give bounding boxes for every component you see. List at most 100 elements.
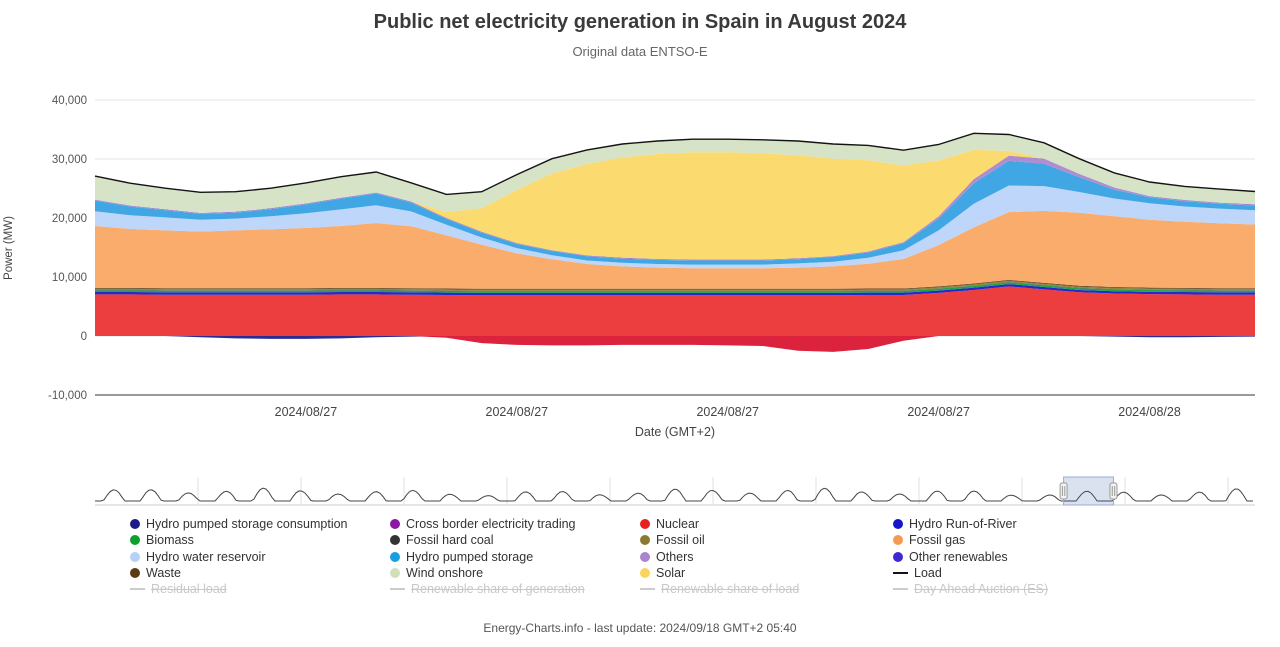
navigator-left-handle[interactable] — [1059, 482, 1068, 500]
legend-label: Biomass — [146, 533, 194, 548]
navigator-grid — [95, 477, 1255, 506]
load-line-group — [94, 132, 1256, 196]
legend-dot-icon — [640, 519, 650, 530]
load-line[interactable] — [94, 132, 1256, 196]
legend-label: Solar — [656, 566, 686, 581]
legend-label: Residual load — [151, 582, 227, 597]
legend-item-others[interactable]: Others — [640, 549, 893, 565]
legend-label: Hydro Run-of-River — [909, 517, 1017, 532]
legend-label: Cross border electricity trading — [406, 517, 576, 532]
legend-label: Nuclear — [656, 517, 700, 532]
navigator-strip[interactable] — [0, 474, 1280, 508]
navigator-right-handle[interactable] — [1109, 482, 1118, 500]
legend-item-load[interactable]: Load — [893, 565, 1143, 581]
legend-item-hydro-water-reservoir[interactable]: Hydro water reservoir — [130, 549, 390, 565]
legend-item-wind-onshore[interactable]: Wind onshore — [390, 565, 640, 581]
legend-line-icon — [640, 588, 655, 591]
series-area-nuclear[interactable] — [95, 286, 1255, 336]
legend-label: Load — [914, 566, 942, 581]
y-axis-title: Power (MW) — [3, 216, 15, 280]
legend-dot-icon — [640, 535, 650, 546]
legend-item-day-ahead-auction-es[interactable]: Day Ahead Auction (ES) — [893, 581, 1143, 597]
legend-label: Day Ahead Auction (ES) — [914, 582, 1049, 597]
legend-item-fossil-hard-coal[interactable]: Fossil hard coal — [390, 532, 640, 548]
legend-label: Fossil oil — [656, 533, 705, 548]
legend-line-icon — [893, 588, 908, 591]
legend-line-icon — [893, 572, 908, 575]
y-tick-label: 0 — [81, 331, 87, 343]
navigator-series-line — [95, 487, 1253, 502]
legend-item-other-renewables[interactable]: Other renewables — [893, 549, 1143, 565]
legend: Hydro pumped storage consumption Cross bo… — [130, 516, 1143, 597]
legend-label: Others — [656, 549, 694, 564]
legend-dot-icon — [390, 551, 400, 562]
x-tick-label: 2024/08/28 — [1118, 405, 1181, 419]
legend-label: Renewable share of load — [661, 582, 800, 597]
y-tick-label: 40,000 — [52, 95, 87, 107]
series-area-fossil-gas[interactable] — [95, 210, 1255, 289]
legend-dot-icon — [130, 551, 140, 562]
legend-item-residual-load[interactable]: Residual load — [130, 581, 390, 597]
legend-item-fossil-gas[interactable]: Fossil gas — [893, 532, 1143, 548]
legend-label: Renewable share of generation — [411, 582, 585, 597]
legend-dot-icon — [640, 551, 650, 562]
series-area-fossil-oil[interactable] — [95, 280, 1255, 291]
legend-item-renewable-share-of-load[interactable]: Renewable share of load — [640, 581, 893, 597]
navigator-line — [95, 487, 1253, 502]
legend-dot-icon — [893, 519, 903, 530]
legend-item-fossil-oil[interactable]: Fossil oil — [640, 532, 893, 548]
legend-item-biomass[interactable]: Biomass — [130, 532, 390, 548]
y-tick-label: 30,000 — [52, 154, 87, 166]
x-axis-tick-labels: 2024/08/27 2024/08/27 2024/08/27 2024/08/27… — [275, 405, 1181, 419]
navigator-selection-window[interactable] — [1063, 476, 1114, 506]
legend-label: Fossil gas — [909, 533, 966, 548]
series-area-biomass[interactable] — [95, 282, 1255, 293]
y-tick-label: -10,000 — [48, 390, 87, 402]
legend-dot-icon — [390, 519, 400, 530]
legend-dot-icon — [893, 535, 903, 546]
legend-dot-icon — [640, 568, 650, 579]
legend-dot-icon — [390, 535, 400, 546]
footer-credit: Energy-Charts.info - last update: 2024/0… — [483, 621, 797, 635]
legend-label: Hydro pumped storage — [406, 549, 534, 564]
main-chart-plot-area[interactable]: -10,000 0 10,000 20,000 30,000 40,000 2024/08… — [0, 82, 1280, 447]
legend-label: Fossil hard coal — [406, 533, 494, 548]
legend-label: Other renewables — [909, 549, 1008, 564]
page-title: Public net electricity generation in Spa… — [373, 11, 907, 33]
y-tick-label: 10,000 — [52, 272, 87, 284]
x-tick-label: 2024/08/27 — [486, 405, 549, 419]
legend-item-hydro-pumped-storage[interactable]: Hydro pumped storage — [390, 549, 640, 565]
legend-dot-icon — [390, 568, 400, 579]
legend-item-nuclear[interactable]: Nuclear — [640, 516, 893, 532]
series-area-hydro-run-of-river[interactable] — [95, 284, 1255, 296]
legend-item-hydro-run-of-river[interactable]: Hydro Run-of-River — [893, 516, 1143, 532]
legend-line-icon — [390, 588, 405, 591]
legend-label: Waste — [146, 566, 181, 581]
legend-item-waste[interactable]: Waste — [130, 565, 390, 581]
navigator-selection[interactable] — [1059, 476, 1118, 506]
legend-label: Wind onshore — [406, 566, 484, 581]
legend-item-solar[interactable]: Solar — [640, 565, 893, 581]
y-tick-label: 20,000 — [52, 213, 87, 225]
legend-dot-icon — [130, 519, 140, 530]
series-area-hydro-pumped-storage-consumption[interactable] — [95, 336, 1255, 339]
series-area-cross-border-electricity-trading[interactable] — [95, 336, 1255, 352]
legend-label: Hydro pumped storage consumption — [146, 517, 348, 532]
series-area-solar[interactable] — [95, 149, 1255, 260]
series-area-waste[interactable] — [95, 279, 1255, 290]
stacked-areas — [95, 133, 1255, 352]
x-tick-label: 2024/08/27 — [696, 405, 759, 419]
legend-dot-icon — [893, 551, 903, 562]
x-tick-label: 2024/08/27 — [275, 405, 338, 419]
legend-dot-icon — [130, 535, 140, 546]
series-area-wind-onshore[interactable] — [95, 133, 1255, 213]
legend-line-icon — [130, 588, 145, 591]
y-axis-tick-labels: -10,000 0 10,000 20,000 30,000 40,000 — [48, 95, 87, 402]
legend-dot-icon — [130, 568, 140, 579]
legend-item-hydro-pumped-storage-consumption[interactable]: Hydro pumped storage consumption — [130, 516, 390, 532]
legend-item-renewable-share-of-generation[interactable]: Renewable share of generation — [390, 581, 640, 597]
chart-subtitle: Original data ENTSO-E — [572, 44, 708, 59]
x-axis-title: Date (GMT+2) — [635, 425, 715, 439]
legend-item-cross-border-electricity-trading[interactable]: Cross border electricity trading — [390, 516, 640, 532]
legend-label: Hydro water reservoir — [146, 549, 266, 564]
